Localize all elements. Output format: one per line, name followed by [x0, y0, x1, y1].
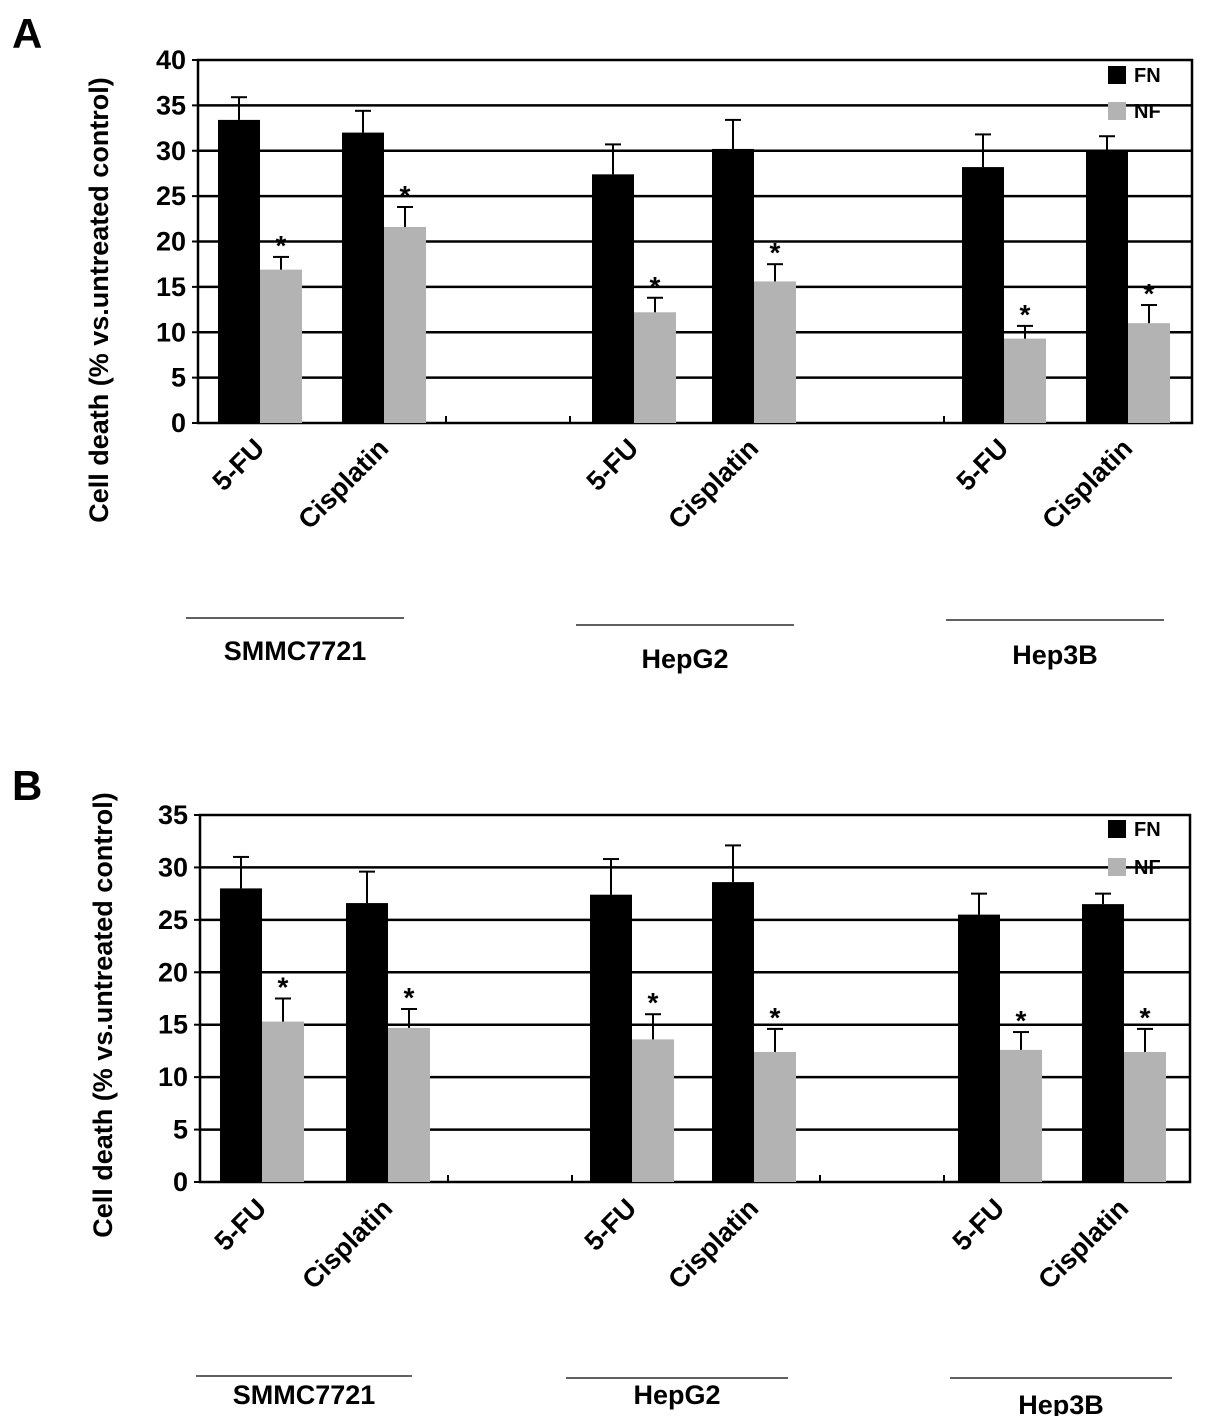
group-label: HepG2: [633, 1380, 720, 1410]
legend-swatch-nf: [1108, 102, 1126, 120]
significance-star: *: [648, 987, 659, 1018]
bar-nf: [1004, 338, 1046, 423]
bar-nf: [262, 1021, 304, 1182]
chart-panel-b: B 0 5 10 15 20 25 30 35 * * * * * * 5-FU Cisplatin SMMC77…: [12, 762, 1192, 1416]
significance-star: *: [650, 271, 661, 302]
bar-nf: [388, 1027, 430, 1182]
bar-fn: [592, 174, 634, 423]
bar-fn: [218, 119, 260, 424]
plot-frame: [196, 58, 1194, 425]
x-category-label: 5-FU: [951, 433, 1015, 497]
group-label: HepG2: [641, 644, 728, 674]
bar-fn: [346, 903, 388, 1182]
y-tick-label: 10: [156, 317, 186, 347]
x-category-label: Cisplatin: [662, 433, 764, 535]
y-tick-label: 35: [158, 800, 188, 830]
significance-star: *: [1140, 1002, 1151, 1033]
bar-fn: [958, 914, 1000, 1182]
bar-nf: [634, 312, 676, 423]
legend-label: NF: [1134, 857, 1161, 879]
x-category-label: Cisplatin: [296, 1193, 398, 1295]
legend: FN NF: [1108, 65, 1161, 123]
x-category-label: Cisplatin: [1032, 1193, 1134, 1295]
bar-fn: [342, 132, 384, 423]
y-tick-label: 5: [173, 1115, 188, 1145]
bar-nf: [260, 269, 302, 423]
bar-fn: [590, 894, 632, 1182]
significance-star: *: [1016, 1005, 1027, 1036]
y-tick-label: 35: [156, 90, 186, 120]
x-category-label: Cisplatin: [292, 433, 394, 535]
legend-label: FN: [1134, 819, 1161, 841]
significance-star: *: [770, 1002, 781, 1033]
significance-star: *: [1144, 278, 1155, 309]
panel-letter: B: [12, 762, 42, 809]
legend-swatch-fn: [1108, 66, 1126, 84]
y-tick-label: 40: [156, 45, 186, 75]
significance-star: *: [276, 230, 287, 261]
group-label: Hep3B: [1012, 640, 1098, 670]
bar-fn: [220, 888, 262, 1182]
bar-fn: [962, 167, 1004, 423]
legend-label: NF: [1134, 101, 1161, 123]
panel-letter: A: [12, 10, 42, 57]
significance-star: *: [278, 972, 289, 1003]
x-category-label: 5-FU: [579, 1193, 643, 1257]
y-tick-label: 5: [171, 363, 186, 393]
y-tick-label: 25: [156, 181, 186, 211]
significance-star: *: [404, 982, 415, 1013]
bar-nf: [384, 226, 426, 423]
y-tick-label: 0: [173, 1167, 188, 1197]
x-category-label: 5-FU: [207, 433, 271, 497]
legend: FN NF: [1108, 819, 1161, 879]
x-category-label: Cisplatin: [662, 1193, 764, 1295]
x-category-label: 5-FU: [209, 1193, 273, 1257]
y-tick-label: 10: [158, 1062, 188, 1092]
bar-nf: [754, 1051, 796, 1182]
y-tick-label: 20: [156, 227, 186, 257]
significance-star: *: [770, 237, 781, 268]
bar-fn: [1082, 904, 1124, 1182]
y-tick-label: 20: [158, 957, 188, 987]
bar-nf: [632, 1039, 674, 1182]
bar-nf: [754, 281, 796, 423]
y-tick-label: 15: [156, 272, 186, 302]
x-category-label: Cisplatin: [1036, 433, 1138, 535]
y-axis-label: Cell death (% vs.untreated control): [88, 792, 118, 1238]
y-axis-label: Cell death (% vs.untreated control): [84, 77, 114, 523]
x-category-label: 5-FU: [581, 433, 645, 497]
group-label: Hep3B: [1018, 1390, 1104, 1416]
x-category-label: 5-FU: [947, 1193, 1011, 1257]
y-tick-label: 15: [158, 1010, 188, 1040]
significance-star: *: [400, 180, 411, 211]
bar-nf: [1124, 1051, 1166, 1182]
legend-swatch-nf: [1108, 858, 1126, 876]
group-label: SMMC7721: [233, 1380, 376, 1410]
bar-nf: [1128, 323, 1170, 423]
significance-star: *: [1020, 299, 1031, 330]
y-tick-label: 25: [158, 905, 188, 935]
bar-fn: [1086, 151, 1128, 423]
bar-fn: [712, 148, 754, 423]
plot-frame: [198, 813, 1192, 1184]
y-tick-label: 30: [156, 136, 186, 166]
y-tick-label: 0: [171, 408, 186, 438]
legend-swatch-fn: [1108, 820, 1126, 838]
y-tick-label: 30: [158, 852, 188, 882]
bar-nf: [1000, 1049, 1042, 1182]
bar-fn: [712, 882, 754, 1182]
legend-label: FN: [1134, 65, 1161, 87]
chart-panel-a: A 0 5 10 15 20 25 30 35 40 * * * * * * 5-FU Cisplatin SMMC…: [12, 10, 1194, 674]
group-label: SMMC7721: [224, 636, 367, 666]
